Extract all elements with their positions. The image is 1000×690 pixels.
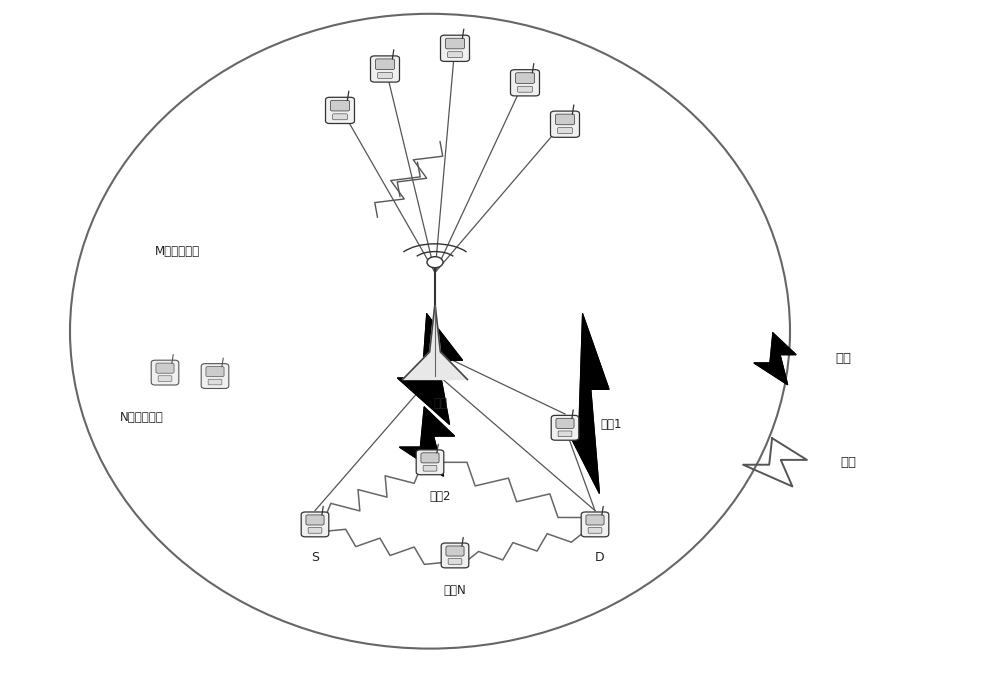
FancyBboxPatch shape — [551, 415, 579, 440]
Circle shape — [427, 257, 443, 268]
FancyBboxPatch shape — [550, 111, 580, 137]
Text: 中继1: 中继1 — [600, 418, 622, 431]
Text: 干扰: 干扰 — [835, 353, 851, 365]
FancyBboxPatch shape — [586, 515, 604, 525]
FancyBboxPatch shape — [448, 559, 462, 564]
FancyBboxPatch shape — [518, 86, 532, 92]
Text: 信号: 信号 — [840, 456, 856, 469]
Polygon shape — [397, 314, 462, 424]
FancyBboxPatch shape — [440, 35, 470, 61]
FancyBboxPatch shape — [375, 59, 395, 70]
Ellipse shape — [70, 14, 790, 649]
FancyBboxPatch shape — [446, 546, 464, 556]
Polygon shape — [399, 407, 454, 476]
Text: S: S — [311, 551, 319, 564]
FancyBboxPatch shape — [441, 543, 469, 568]
Polygon shape — [403, 304, 467, 380]
FancyBboxPatch shape — [156, 363, 174, 373]
FancyBboxPatch shape — [306, 515, 324, 525]
FancyBboxPatch shape — [326, 97, 355, 124]
FancyBboxPatch shape — [421, 453, 439, 463]
FancyBboxPatch shape — [201, 364, 229, 388]
FancyBboxPatch shape — [558, 431, 572, 437]
Text: 基站: 基站 — [433, 397, 447, 410]
FancyBboxPatch shape — [515, 72, 535, 83]
FancyBboxPatch shape — [370, 56, 399, 82]
Polygon shape — [561, 314, 609, 493]
FancyBboxPatch shape — [581, 512, 609, 537]
FancyBboxPatch shape — [511, 70, 540, 96]
FancyBboxPatch shape — [416, 450, 444, 475]
FancyBboxPatch shape — [158, 376, 172, 382]
FancyBboxPatch shape — [423, 466, 437, 471]
FancyBboxPatch shape — [445, 38, 465, 49]
FancyBboxPatch shape — [556, 418, 574, 428]
FancyBboxPatch shape — [588, 528, 602, 533]
FancyBboxPatch shape — [555, 114, 575, 125]
FancyBboxPatch shape — [330, 100, 350, 111]
FancyBboxPatch shape — [333, 114, 347, 120]
FancyBboxPatch shape — [558, 128, 572, 134]
FancyBboxPatch shape — [208, 380, 222, 385]
FancyBboxPatch shape — [206, 366, 224, 377]
Text: M个蜂窝用户: M个蜂窝用户 — [155, 246, 200, 258]
Polygon shape — [754, 333, 796, 385]
FancyBboxPatch shape — [448, 52, 462, 58]
Text: D: D — [595, 551, 605, 564]
Text: N个空闲用户: N个空闲用户 — [120, 411, 164, 424]
FancyBboxPatch shape — [301, 512, 329, 537]
FancyBboxPatch shape — [378, 72, 392, 79]
Text: 中继2: 中继2 — [429, 490, 451, 503]
FancyBboxPatch shape — [308, 528, 322, 533]
Text: 中继N: 中继N — [444, 584, 466, 598]
FancyBboxPatch shape — [151, 360, 179, 385]
